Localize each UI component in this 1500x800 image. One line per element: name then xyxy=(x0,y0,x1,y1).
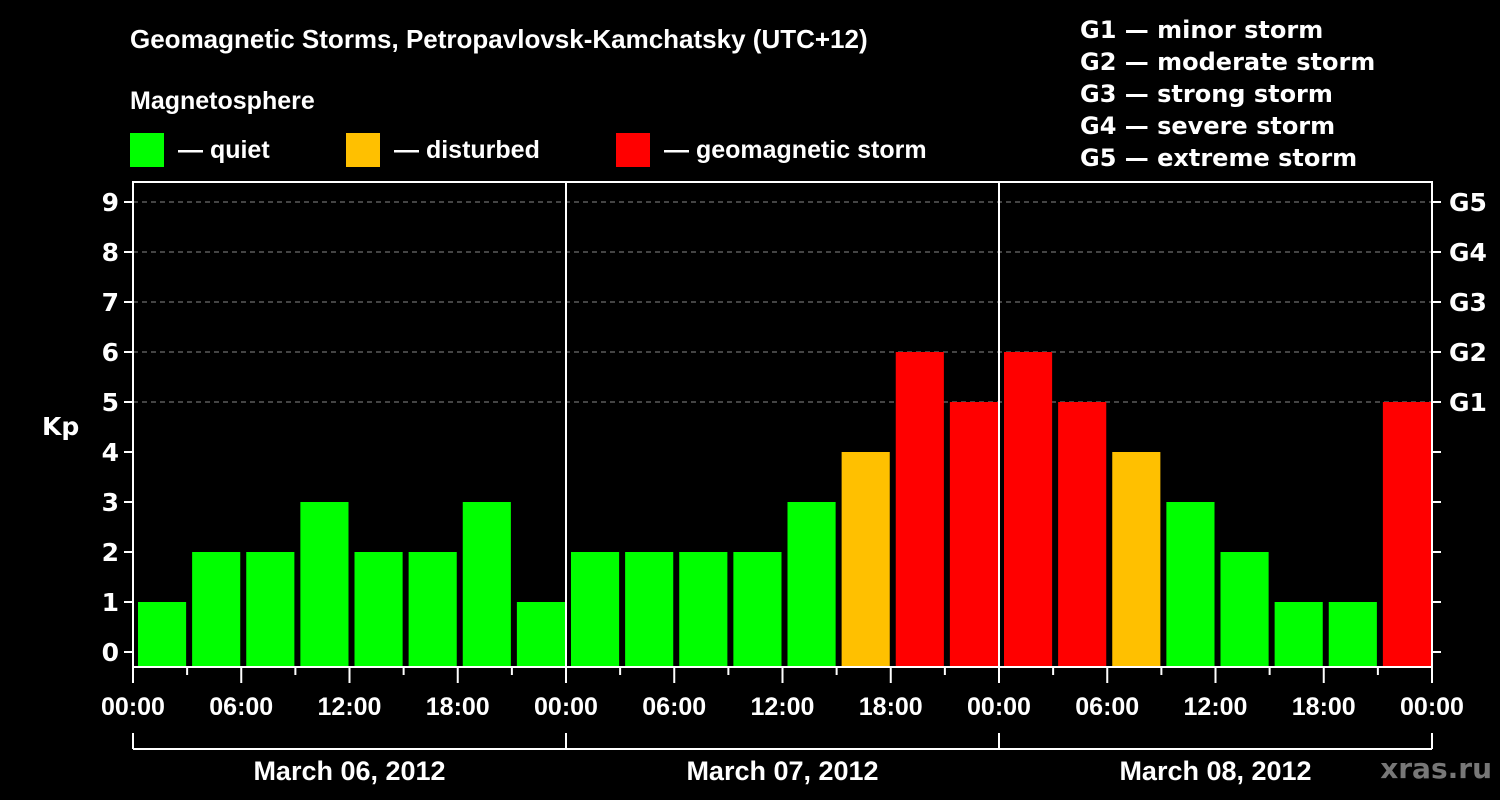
kp-bar xyxy=(516,602,565,667)
y-tick-label: 6 xyxy=(102,338,119,367)
x-tick-label: 00:00 xyxy=(967,693,1031,721)
y-tick-label: 4 xyxy=(102,438,119,467)
y-tick-label: 0 xyxy=(102,638,119,667)
x-tick-label: 18:00 xyxy=(1292,693,1356,721)
kp-bar xyxy=(1004,352,1053,667)
y-tick-label: 9 xyxy=(102,188,119,217)
magnetosphere-label: Magnetosphere xyxy=(130,87,315,115)
kp-bar xyxy=(1112,452,1161,667)
kp-bar xyxy=(300,502,349,667)
kp-bar xyxy=(679,552,728,667)
y-tick-label: 1 xyxy=(102,588,119,617)
kp-bar xyxy=(354,552,403,667)
g-level-label: G4 xyxy=(1449,238,1487,267)
kp-bar xyxy=(1166,502,1215,667)
g-level-label: G2 xyxy=(1449,338,1487,367)
kp-bar xyxy=(895,352,944,667)
kp-bar xyxy=(1328,602,1377,667)
g-scale-g3: G3 — strong storm xyxy=(1080,80,1333,108)
kp-bar xyxy=(1382,402,1431,667)
kp-bar xyxy=(246,552,295,667)
y-tick-label: 2 xyxy=(102,538,119,567)
legend-swatch-storm xyxy=(616,133,650,167)
g-scale-g2: G2 — moderate storm xyxy=(1080,48,1376,76)
legend-label-disturbed: — disturbed xyxy=(394,135,540,164)
day-label: March 07, 2012 xyxy=(686,756,878,786)
kp-bar xyxy=(1274,602,1323,667)
x-tick-label: 18:00 xyxy=(859,693,923,721)
y-tick-label: 8 xyxy=(102,238,119,267)
kp-bar xyxy=(462,502,511,667)
g-scale-g5: G5 — extreme storm xyxy=(1080,144,1358,172)
x-tick-label: 00:00 xyxy=(1400,693,1464,721)
kp-bar xyxy=(787,502,836,667)
y-tick-label: 5 xyxy=(102,388,119,417)
legend-swatch-disturbed xyxy=(346,133,380,167)
legend-item-quiet: — quiet xyxy=(130,133,270,167)
kp-bar xyxy=(138,602,187,667)
kp-bar xyxy=(1058,402,1107,667)
x-tick-label: 06:00 xyxy=(209,693,273,721)
legend-label-storm: — geomagnetic storm xyxy=(664,135,927,164)
g-level-label: G3 xyxy=(1449,288,1487,317)
day-label: March 08, 2012 xyxy=(1119,756,1311,786)
kp-bar xyxy=(1220,552,1269,667)
g-level-label: G5 xyxy=(1449,188,1487,217)
day-label: March 06, 2012 xyxy=(253,756,445,786)
x-tick-label: 12:00 xyxy=(318,693,382,721)
x-tick-label: 18:00 xyxy=(426,693,490,721)
x-tick-label: 00:00 xyxy=(534,693,598,721)
x-tick-label: 06:00 xyxy=(1075,693,1139,721)
kp-bar xyxy=(192,552,241,667)
chart-title: Geomagnetic Storms, Petropavlovsk-Kamcha… xyxy=(130,24,868,54)
watermark: xras.ru xyxy=(1380,752,1492,785)
x-tick-label: 06:00 xyxy=(642,693,706,721)
x-tick-label: 12:00 xyxy=(1184,693,1248,721)
g-scale-g1: G1 — minor storm xyxy=(1080,16,1324,44)
kp-bar xyxy=(949,402,998,667)
kp-bar xyxy=(571,552,620,667)
legend-item-disturbed: — disturbed xyxy=(346,133,540,167)
kp-bar xyxy=(625,552,674,667)
g-level-label: G1 xyxy=(1449,388,1487,417)
kp-bar xyxy=(408,552,457,667)
legend-swatch-quiet xyxy=(130,133,164,167)
legend-item-storm: — geomagnetic storm xyxy=(616,133,927,167)
x-tick-label: 12:00 xyxy=(751,693,815,721)
y-axis-label: Kp xyxy=(42,412,80,441)
legend-label-quiet: — quiet xyxy=(178,135,270,164)
x-tick-label: 00:00 xyxy=(101,693,165,721)
kp-bar xyxy=(841,452,890,667)
g-scale-g4: G4 — severe storm xyxy=(1080,112,1336,140)
y-tick-label: 7 xyxy=(102,288,119,317)
kp-bar xyxy=(733,552,782,667)
y-tick-label: 3 xyxy=(102,488,119,517)
g-scale-legend: G1 — minor storm G2 — moderate storm G3 … xyxy=(1080,14,1375,174)
